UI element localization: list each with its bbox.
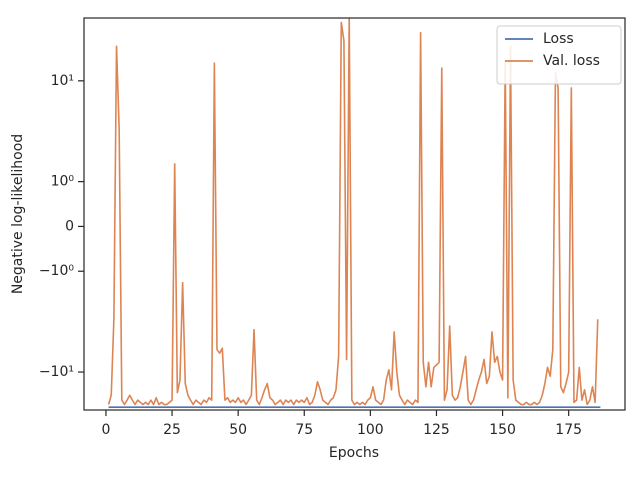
x-tick-label: 0 (101, 422, 110, 438)
legend-label: Loss (543, 31, 574, 47)
series-line (107, 18, 599, 406)
axes-frame (83, 17, 626, 411)
y-tick-label: 10¹ (51, 73, 74, 89)
y-tick-label: −10¹ (39, 364, 74, 380)
x-tick-label: 75 (295, 422, 313, 438)
y-tick-label: 10⁰ (51, 174, 75, 190)
x-tick-label: 25 (163, 422, 181, 438)
x-tick-label: 50 (229, 422, 247, 438)
legend-box (496, 25, 622, 85)
plot-lines (107, 18, 601, 408)
x-tick-label: 100 (357, 422, 384, 438)
x-axis-label: Epochs (329, 445, 379, 461)
y-axis-label: Negative log-likelihood (10, 134, 26, 294)
x-tick-label: 125 (423, 422, 450, 438)
x-tick-label: 175 (555, 422, 582, 438)
legend-label: Val. loss (543, 53, 600, 69)
x-tick-label: 150 (489, 422, 516, 438)
y-tick-label: 0 (65, 218, 74, 234)
y-tick-label: −10⁰ (39, 263, 75, 279)
